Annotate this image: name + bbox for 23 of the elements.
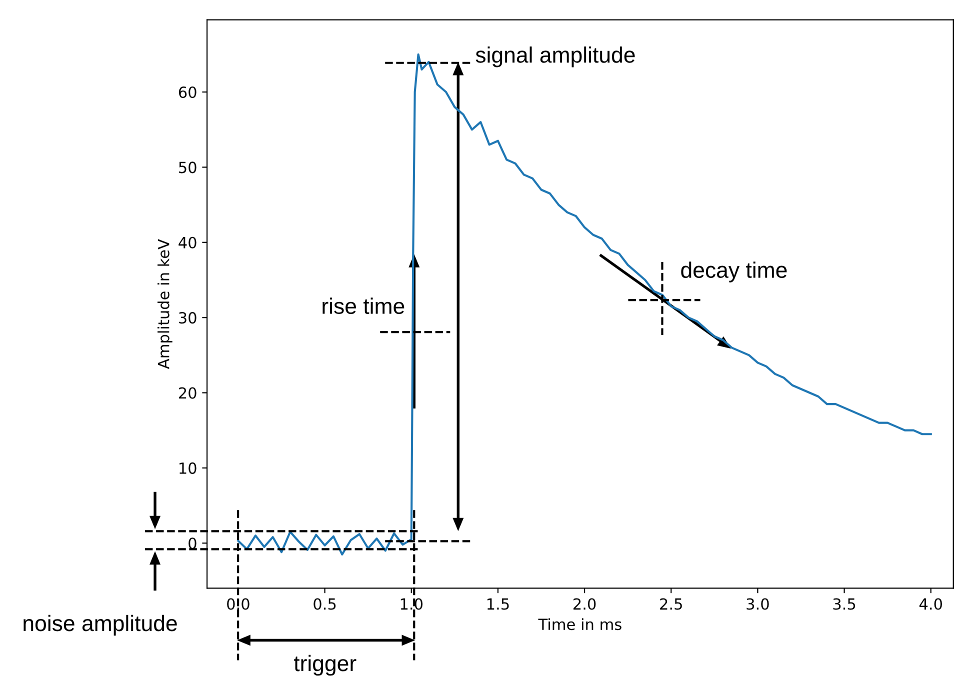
x-tick-label: 2.5 — [660, 598, 682, 610]
text: trigger — [294, 654, 356, 676]
x-tick-label: 2.0 — [574, 598, 596, 610]
y-tick-label: 50 — [179, 162, 196, 174]
x-tick-label: 3.5 — [833, 598, 856, 610]
annotation: rise time — [322, 298, 404, 314]
y-tick-label: 0 — [188, 538, 196, 550]
y-tick-label: 10 — [180, 462, 196, 474]
y-axis-title: Amplitude in keV — [158, 239, 172, 369]
x-tick-label: 4.0 — [919, 598, 942, 610]
x-tick-label: 1.5 — [487, 598, 509, 610]
annotation: decay time — [681, 262, 787, 282]
annotation: signal amplitude — [476, 46, 635, 68]
y-tick-label: 40 — [178, 236, 196, 248]
y-tick-label: 20 — [179, 387, 196, 399]
y-tick-label: 30 — [179, 312, 196, 324]
x-tick-label: 0.0 — [227, 598, 250, 610]
x-tick-label: 0.5 — [314, 598, 336, 610]
text: noise amplitude — [24, 614, 177, 636]
x-tick-label: 3.0 — [746, 598, 769, 610]
y-tick-label: 60 — [178, 86, 196, 98]
x-tick-label: 1.0 — [400, 598, 423, 610]
x-axis-title: Time in ms — [538, 618, 622, 630]
